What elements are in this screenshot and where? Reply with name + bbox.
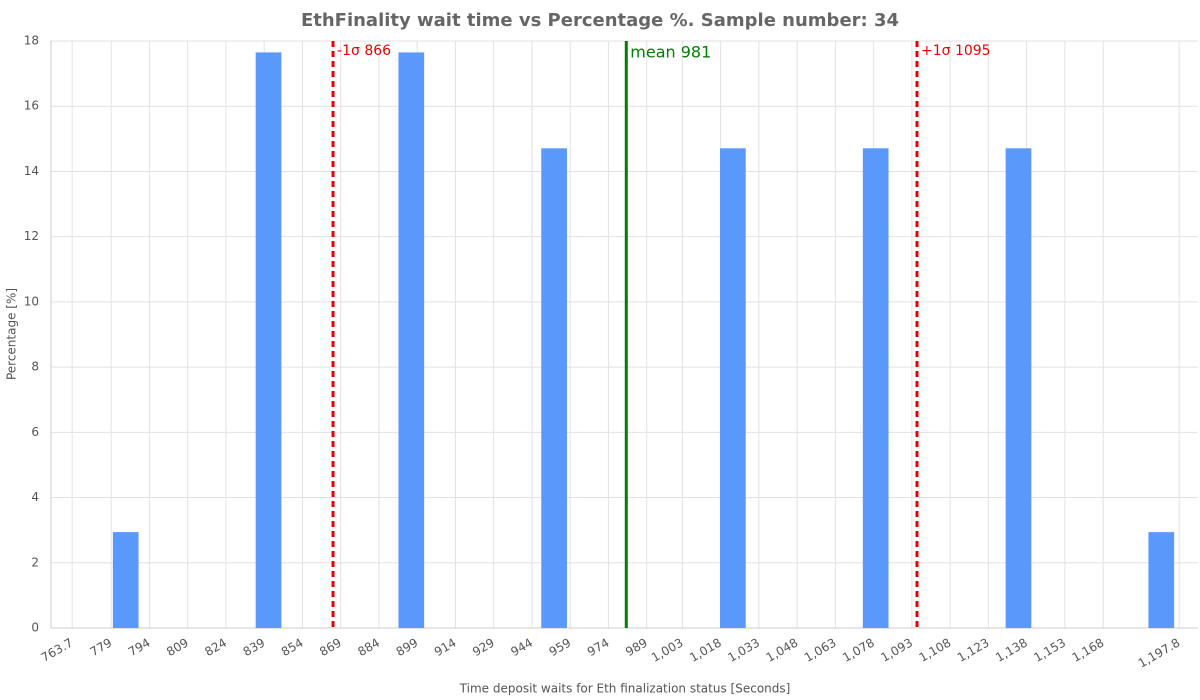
annotation-label: +1σ 1095 (921, 43, 991, 59)
x-tick-label: 884 (355, 636, 382, 660)
x-tick-label: 989 (623, 636, 650, 660)
x-tick-label: 1,153 (1031, 636, 1068, 665)
x-tick-label: 959 (547, 636, 574, 660)
x-tick-label: 974 (585, 636, 612, 660)
bar (541, 148, 567, 628)
x-tick-label: 1,033 (725, 636, 762, 665)
x-tick-label: 1,168 (1070, 636, 1107, 665)
x-tick-label: 1,093 (878, 636, 915, 665)
x-tick-label: 869 (317, 636, 344, 660)
bar (862, 148, 889, 628)
annotation-label: -1σ 866 (337, 43, 391, 59)
y-tick-label: 14 (24, 164, 39, 178)
y-tick-label: 10 (24, 294, 39, 308)
x-tick-label: 809 (164, 636, 191, 660)
x-tick-label: 1,048 (764, 636, 801, 665)
x-tick-label: 824 (202, 636, 229, 660)
x-tick-label: 763.7 (39, 636, 76, 665)
y-tick-label: 0 (31, 621, 39, 635)
x-tick-label: 914 (432, 636, 459, 660)
x-tick-label: 839 (241, 636, 268, 660)
x-tick-label: 1,078 (840, 636, 877, 665)
x-tick-label: 929 (470, 636, 497, 660)
x-tick-label: 1,197.8 (1136, 636, 1183, 671)
y-tick-label: 18 (24, 34, 39, 48)
x-tick-label: 944 (508, 636, 535, 660)
x-tick-label: 1,108 (917, 636, 954, 665)
x-tick-label: 1,123 (955, 636, 992, 665)
y-axis-label: Percentage [%] (5, 288, 19, 380)
x-tick-label: 1,018 (687, 636, 724, 665)
x-tick-label: 1,138 (993, 636, 1030, 665)
x-axis-label: Time deposit waits for Eth finalization … (459, 682, 791, 696)
bar (255, 52, 282, 629)
annotation-label: mean 981 (630, 43, 711, 62)
x-tick-label: 1,063 (802, 636, 839, 665)
bar (720, 148, 746, 628)
y-tick-label: 2 (31, 555, 39, 569)
bar (112, 532, 139, 628)
y-tick-label: 12 (24, 229, 39, 243)
bar (1148, 532, 1175, 628)
chart-title: EthFinality wait time vs Percentage %. S… (301, 10, 899, 31)
y-tick-label: 8 (31, 360, 39, 374)
y-tick-label: 4 (31, 490, 39, 504)
x-tick-label: 899 (394, 636, 421, 660)
y-tick-label: 16 (24, 99, 39, 113)
bar (1005, 148, 1032, 628)
x-tick-label: 794 (126, 636, 153, 660)
x-tick-label: 854 (279, 636, 306, 660)
bar (398, 52, 425, 629)
y-tick-label: 6 (31, 425, 39, 439)
x-tick-label: 779 (88, 636, 115, 660)
x-tick-label: 1,003 (649, 636, 686, 665)
